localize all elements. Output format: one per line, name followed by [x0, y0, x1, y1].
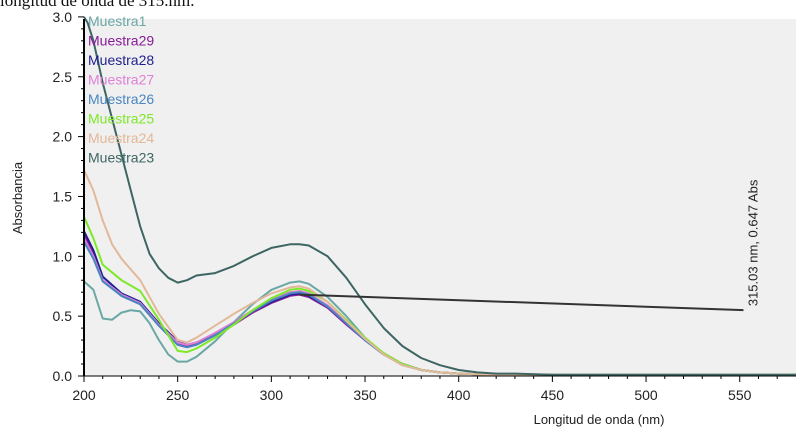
x-tick-label: 200: [72, 387, 96, 403]
x-tick-label: 550: [728, 387, 752, 403]
series-layer: [83, 16, 796, 376]
ticks-layer: 0.0 0.5 1.0 1.5 2.0 2.5 3.0 200 250 300 350 400 450 5…: [53, 9, 778, 403]
legend-entry-muestra27: Muestra27: [88, 72, 154, 88]
legend-entry-muestra26: Muestra26: [88, 91, 154, 107]
y-tick-label: 1.0: [53, 248, 73, 264]
annotation-label: 315.03 nm, 0.647 Abs: [745, 179, 760, 306]
legend-entry-muestra29: Muestra29: [88, 33, 154, 49]
x-tick-label: 450: [541, 387, 565, 403]
legend-entry-muestra23: Muestra23: [88, 150, 154, 166]
y-tick-label: 0.5: [53, 308, 73, 324]
x-tick-label: 500: [634, 387, 658, 403]
y-axis-title: Absorbancia: [10, 161, 25, 234]
annotation-layer: 315.03 nm, 0.647 Abs: [299, 179, 760, 312]
plot-area: [84, 19, 796, 376]
legend-entry-muestra25: Muestra25: [88, 111, 154, 127]
x-tick-label: 400: [447, 387, 471, 403]
caption-text: longitud de onda de 315.nm.: [0, 0, 195, 10]
y-tick-label: 1.5: [53, 188, 73, 204]
legend-entry-muestra24: Muestra24: [88, 130, 154, 146]
y-tick-label: 2.5: [53, 69, 73, 85]
series-line-muestra23: [83, 16, 796, 376]
x-axis-title: Longitud de onda (nm): [534, 412, 665, 427]
legend: Muestra1 Muestra29 Muestra28 Muestra27 Muest…: [88, 13, 154, 166]
legend-entry-muestra28: Muestra28: [88, 52, 154, 68]
y-tick-label: 0.0: [53, 368, 73, 384]
y-tick-label: 3.0: [53, 9, 73, 25]
x-tick-label: 350: [353, 387, 377, 403]
y-tick-label: 2.0: [53, 129, 73, 145]
x-tick-label: 300: [260, 387, 284, 403]
legend-entry-muestra1: Muestra1: [88, 13, 147, 29]
annotation-leader-line: [299, 293, 744, 312]
x-tick-label: 250: [166, 387, 190, 403]
series-line-muestra24: [83, 169, 796, 376]
